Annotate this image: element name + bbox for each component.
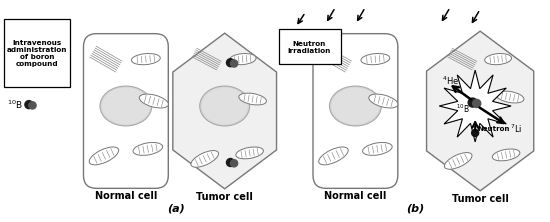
Ellipse shape [362,143,392,155]
Text: Tumor cell: Tumor cell [196,192,253,202]
Polygon shape [173,33,277,189]
Text: Neutron: Neutron [477,126,509,132]
Ellipse shape [485,54,512,65]
Text: Intravenous
administration
of boron
compound: Intravenous administration of boron comp… [7,40,67,67]
Ellipse shape [369,94,398,108]
Circle shape [468,98,477,107]
Ellipse shape [492,149,520,161]
Text: Tumor cell: Tumor cell [452,194,509,204]
Ellipse shape [131,54,160,65]
Circle shape [29,102,36,109]
Circle shape [472,99,481,107]
Circle shape [25,101,33,109]
Polygon shape [427,31,534,191]
Text: Normal cell: Normal cell [324,191,387,201]
FancyBboxPatch shape [84,34,168,188]
Ellipse shape [236,147,263,159]
Ellipse shape [229,54,256,65]
Text: Normal cell: Normal cell [95,191,157,201]
Ellipse shape [332,87,379,125]
FancyBboxPatch shape [278,29,342,64]
Text: $^{4}$He: $^{4}$He [442,75,459,87]
Ellipse shape [361,54,390,65]
Ellipse shape [100,86,152,126]
Ellipse shape [239,93,266,105]
Text: Neutron
irradiation: Neutron irradiation [288,41,331,54]
Ellipse shape [89,147,119,165]
FancyBboxPatch shape [4,19,70,87]
Text: (a): (a) [167,204,185,214]
Circle shape [230,160,238,167]
Text: $^{7}$Li: $^{7}$Li [510,123,522,135]
Text: $^{10}$B: $^{10}$B [7,99,23,111]
Circle shape [472,129,478,137]
Ellipse shape [200,86,250,126]
Polygon shape [439,70,511,142]
Ellipse shape [102,87,150,125]
Circle shape [230,60,238,67]
Circle shape [227,59,234,67]
Ellipse shape [202,87,248,125]
Ellipse shape [444,153,472,169]
FancyBboxPatch shape [313,34,398,188]
Ellipse shape [133,143,163,155]
Ellipse shape [496,91,524,103]
Ellipse shape [329,86,381,126]
Ellipse shape [139,94,168,108]
Ellipse shape [319,147,348,165]
Text: (b): (b) [406,204,425,214]
Text: $^{10}$B: $^{10}$B [456,103,470,115]
Circle shape [227,159,234,166]
Ellipse shape [191,151,218,167]
